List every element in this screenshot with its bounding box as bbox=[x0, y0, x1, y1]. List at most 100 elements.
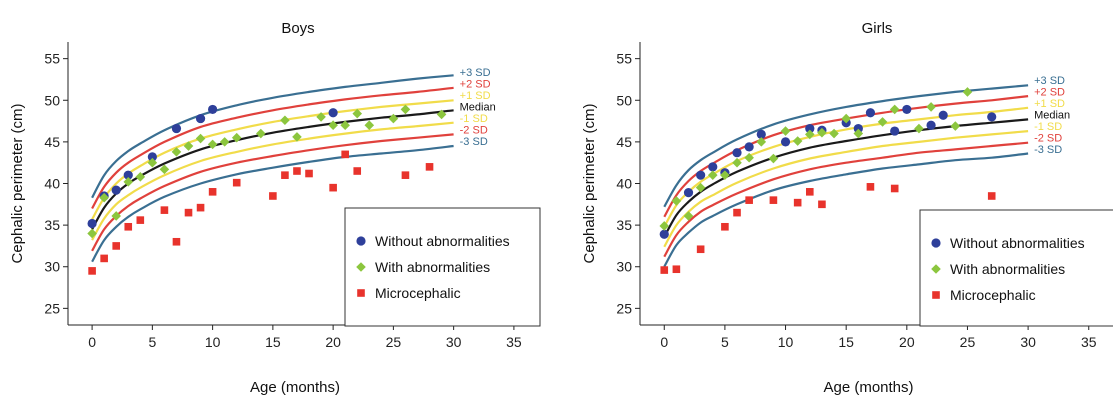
point-with-abnormalities bbox=[829, 128, 839, 139]
point-microcephalic bbox=[172, 237, 181, 246]
point-with-abnormalities bbox=[695, 182, 706, 193]
point-with-abnormalities bbox=[804, 129, 815, 140]
point-with-abnormalities bbox=[707, 170, 718, 180]
point-with-abnormalities bbox=[111, 211, 122, 221]
point-with-abnormalities bbox=[364, 120, 375, 131]
curve-plus3-sd bbox=[91, 74, 454, 199]
curve-label: -1 SD bbox=[460, 113, 488, 125]
y-axis-label: Cephalic perimeter (cm) bbox=[581, 103, 598, 263]
point-microcephalic bbox=[293, 167, 301, 175]
point-without-abnormalities bbox=[696, 170, 706, 180]
point-with-abnormalities bbox=[877, 117, 888, 127]
chart-title: Boys bbox=[281, 20, 314, 37]
point-without-abnormalities bbox=[756, 129, 766, 139]
x-tick-label: 30 bbox=[446, 334, 462, 350]
point-with-abnormalities bbox=[388, 113, 399, 124]
legend-marker-diamond bbox=[931, 264, 941, 274]
point-without-abnormalities bbox=[902, 104, 912, 115]
point-with-abnormalities bbox=[841, 113, 851, 124]
point-with-abnormalities bbox=[195, 133, 206, 144]
curve-minus1-sd bbox=[663, 130, 1029, 248]
point-microcephalic bbox=[353, 167, 362, 175]
point-microcephalic bbox=[987, 192, 996, 200]
point-with-abnormalities bbox=[756, 137, 767, 147]
point-with-abnormalities bbox=[99, 192, 109, 203]
point-without-abnormalities bbox=[805, 123, 815, 134]
point-microcephalic bbox=[721, 222, 729, 231]
point-microcephalic bbox=[329, 183, 337, 192]
x-axis-label: Age (months) bbox=[250, 379, 340, 396]
point-with-abnormalities bbox=[792, 136, 803, 146]
curve-minus3-sd bbox=[91, 144, 454, 263]
point-without-abnormalities bbox=[780, 137, 791, 147]
point-microcephalic bbox=[866, 183, 875, 191]
x-tick-label: 15 bbox=[265, 334, 281, 350]
point-microcephalic bbox=[733, 208, 741, 217]
point-with-abnormalities bbox=[889, 104, 900, 115]
curve-label: +2 SD bbox=[460, 79, 491, 91]
point-with-abnormalities bbox=[659, 221, 670, 231]
point-with-abnormalities bbox=[292, 132, 302, 142]
point-with-abnormalities bbox=[219, 137, 230, 147]
curve-label: Median bbox=[1034, 110, 1070, 122]
point-without-abnormalities bbox=[938, 110, 948, 120]
y-tick-label: 50 bbox=[44, 92, 60, 108]
x-tick-label: 5 bbox=[721, 334, 729, 350]
point-with-abnormalities bbox=[780, 126, 791, 136]
y-tick-label: 40 bbox=[616, 176, 632, 192]
curve-label: Median bbox=[460, 102, 496, 114]
curve-label: +3 SD bbox=[460, 67, 491, 79]
point-without-abnormalities bbox=[111, 185, 121, 195]
y-tick-label: 35 bbox=[44, 217, 60, 233]
point-with-abnormalities bbox=[171, 147, 182, 157]
chart-girls: Girls 25 30 35 40 45 50 55 0 5 10 15 20 25 30 35 Age (mo… bbox=[581, 20, 1113, 396]
point-microcephalic bbox=[305, 169, 313, 178]
y-tick-label: 25 bbox=[616, 300, 632, 316]
point-with-abnormalities bbox=[135, 172, 146, 182]
point-microcephalic bbox=[88, 267, 96, 275]
curve-label: -2 SD bbox=[1034, 133, 1062, 145]
y-tick-label: 50 bbox=[616, 92, 632, 108]
legend: Without abnormalities With abnormalities M… bbox=[344, 207, 541, 327]
x-tick-label: 35 bbox=[506, 334, 522, 350]
x-tick-label: 30 bbox=[1020, 334, 1036, 350]
point-microcephalic bbox=[232, 178, 241, 187]
point-with-abnormalities bbox=[671, 196, 682, 206]
point-without-abnormalities bbox=[865, 108, 876, 118]
point-without-abnormalities bbox=[195, 113, 206, 124]
curve-label: -3 SD bbox=[460, 136, 488, 148]
point-with-abnormalities bbox=[732, 157, 742, 168]
x-tick-label: 35 bbox=[1081, 334, 1097, 350]
point-with-abnormalities bbox=[352, 108, 363, 119]
point-microcephalic bbox=[124, 222, 133, 231]
y-tick-label: 45 bbox=[44, 134, 60, 150]
curve-plus1-sd bbox=[91, 99, 454, 220]
point-with-abnormalities bbox=[316, 112, 326, 122]
y-tick-label: 25 bbox=[44, 300, 60, 316]
point-without-abnormalities bbox=[926, 120, 936, 130]
point-with-abnormalities bbox=[280, 115, 290, 126]
point-with-abnormalities bbox=[926, 102, 936, 112]
point-with-abnormalities bbox=[256, 128, 266, 139]
point-without-abnormalities bbox=[683, 188, 694, 198]
curve-minus1-sd bbox=[91, 121, 454, 241]
legend-marker-square bbox=[932, 291, 940, 299]
point-microcephalic bbox=[793, 198, 802, 207]
point-without-abnormalities bbox=[87, 218, 97, 229]
point-microcephalic bbox=[196, 203, 205, 212]
point-microcephalic bbox=[672, 265, 681, 274]
point-with-abnormalities bbox=[914, 123, 924, 134]
point-microcephalic bbox=[100, 254, 108, 263]
point-with-abnormalities bbox=[683, 211, 694, 221]
legend-marker-diamond bbox=[356, 262, 366, 272]
point-microcephalic bbox=[269, 192, 277, 200]
y-tick-label: 40 bbox=[44, 176, 60, 192]
point-microcephalic bbox=[341, 150, 349, 159]
point-without-abnormalities bbox=[890, 126, 900, 136]
x-tick-label: 25 bbox=[960, 334, 976, 350]
legend-entry: Without abnormalities bbox=[375, 233, 510, 249]
curve-label: -3 SD bbox=[1034, 144, 1062, 156]
point-with-abnormalities bbox=[328, 120, 338, 131]
point-microcephalic bbox=[136, 216, 145, 224]
